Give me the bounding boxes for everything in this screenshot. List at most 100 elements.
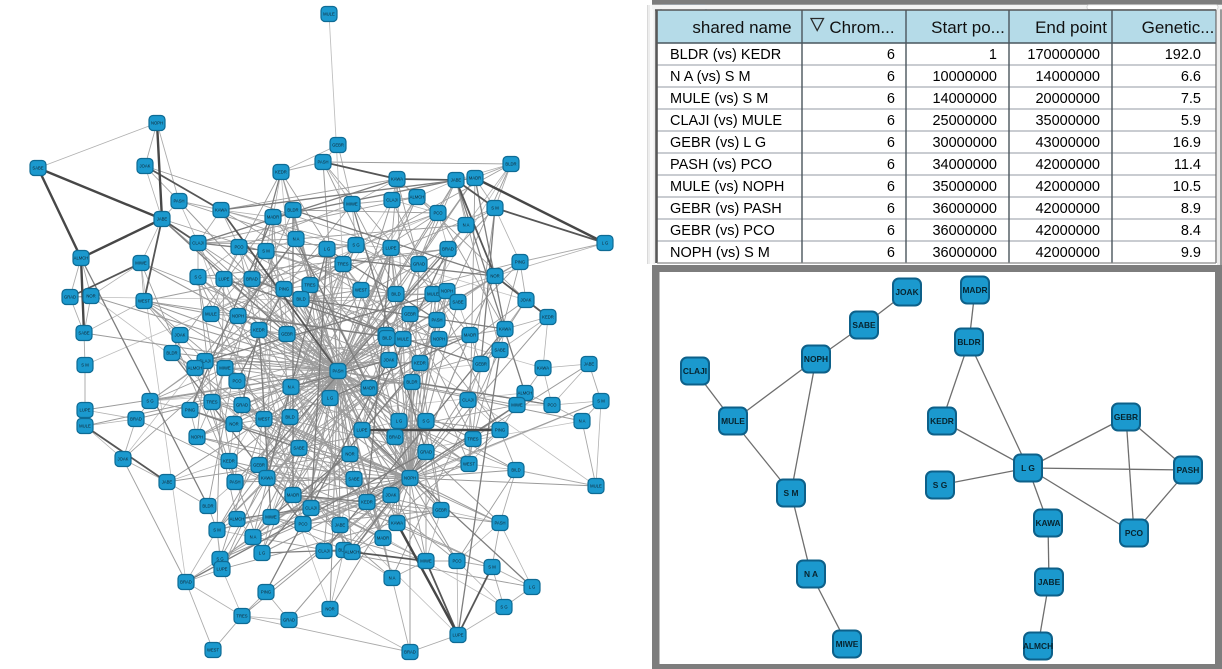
svg-text:JOAK: JOAK xyxy=(386,493,397,498)
svg-text:JOAK: JOAK xyxy=(175,333,186,338)
svg-text:BLDR (vs) KEDR: BLDR (vs) KEDR xyxy=(670,47,781,63)
svg-text:S G: S G xyxy=(194,275,201,280)
svg-text:PASH: PASH xyxy=(317,160,328,165)
svg-text:NOR: NOR xyxy=(86,294,95,299)
svg-text:8.4: 8.4 xyxy=(1181,223,1201,239)
svg-text:35000000: 35000000 xyxy=(932,179,997,195)
svg-text:BILD: BILD xyxy=(296,297,305,302)
svg-text:N A (vs) S M: N A (vs) S M xyxy=(670,69,751,85)
svg-text:MADR: MADR xyxy=(287,493,299,498)
svg-text:PCO: PCO xyxy=(232,379,242,384)
svg-text:CLAJI: CLAJI xyxy=(192,241,203,246)
svg-text:MADR: MADR xyxy=(377,536,389,541)
svg-text:BILD: BILD xyxy=(511,468,520,473)
svg-text:8.9: 8.9 xyxy=(1181,201,1201,217)
svg-text:JABE: JABE xyxy=(1038,577,1061,587)
svg-text:S G: S G xyxy=(146,399,153,404)
svg-text:L G: L G xyxy=(529,585,536,590)
svg-text:S M: S M xyxy=(597,399,605,404)
svg-text:L G: L G xyxy=(1021,463,1035,473)
svg-text:WEST: WEST xyxy=(463,462,476,467)
svg-text:SABE: SABE xyxy=(78,331,89,336)
svg-text:LUPE: LUPE xyxy=(386,246,397,251)
svg-text:ALMCH: ALMCH xyxy=(74,256,89,261)
svg-text:End point: End point xyxy=(1035,18,1107,37)
svg-text:ALMCH: ALMCH xyxy=(345,550,360,555)
svg-text:N A: N A xyxy=(463,223,470,228)
svg-text:KAWA: KAWA xyxy=(261,476,273,481)
svg-text:JABE: JABE xyxy=(157,217,168,222)
svg-text:25000000: 25000000 xyxy=(932,113,997,129)
svg-text:L G: L G xyxy=(602,241,609,246)
svg-text:MADR: MADR xyxy=(469,176,481,181)
svg-text:JOAK: JOAK xyxy=(521,298,532,303)
svg-text:N A: N A xyxy=(293,237,300,242)
svg-text:BLDR: BLDR xyxy=(406,380,417,385)
svg-text:N A: N A xyxy=(804,569,818,579)
svg-text:KAWA: KAWA xyxy=(1035,518,1060,528)
svg-text:JABE: JABE xyxy=(584,362,595,367)
svg-text:N A: N A xyxy=(250,535,257,540)
svg-text:TRES: TRES xyxy=(467,437,478,442)
svg-text:GRAD: GRAD xyxy=(413,262,425,267)
svg-text:43000000: 43000000 xyxy=(1035,135,1100,151)
svg-text:BRAD: BRAD xyxy=(442,247,454,252)
svg-text:42000000: 42000000 xyxy=(1035,223,1100,239)
svg-text:L G: L G xyxy=(259,551,266,556)
svg-text:GEBR: GEBR xyxy=(281,332,293,337)
svg-text:MULE: MULE xyxy=(590,484,602,489)
svg-text:6: 6 xyxy=(887,113,895,129)
svg-text:JABE: JABE xyxy=(335,523,346,528)
svg-text:GEBR (vs) PASH: GEBR (vs) PASH xyxy=(670,201,782,217)
svg-text:ALMCH: ALMCH xyxy=(1023,641,1053,651)
svg-text:JABE: JABE xyxy=(451,178,462,183)
svg-text:BRAD: BRAD xyxy=(130,417,142,422)
svg-text:Start po...: Start po... xyxy=(931,18,1005,37)
svg-text:MULE: MULE xyxy=(79,424,91,429)
svg-text:KAWA: KAWA xyxy=(499,327,511,332)
svg-text:BLDR: BLDR xyxy=(505,162,516,167)
svg-text:9.9: 9.9 xyxy=(1181,245,1201,261)
svg-text:BLDR: BLDR xyxy=(957,337,980,347)
svg-text:KEDR: KEDR xyxy=(542,315,554,320)
svg-text:MIWE: MIWE xyxy=(420,559,432,564)
svg-text:NOPH: NOPH xyxy=(404,476,416,481)
svg-text:6: 6 xyxy=(887,179,895,195)
svg-text:6: 6 xyxy=(887,91,895,107)
svg-text:6: 6 xyxy=(887,47,895,63)
svg-text:L G: L G xyxy=(327,396,334,401)
svg-text:MULE: MULE xyxy=(397,337,409,342)
svg-text:TRES: TRES xyxy=(236,614,247,619)
svg-text:36000000: 36000000 xyxy=(932,245,997,261)
svg-text:NOR: NOR xyxy=(490,274,499,279)
svg-text:MIWE: MIWE xyxy=(346,202,358,207)
svg-text:MULE: MULE xyxy=(427,292,439,297)
svg-text:S M: S M xyxy=(488,565,496,570)
svg-text:MADR: MADR xyxy=(363,386,375,391)
svg-text:42000000: 42000000 xyxy=(1035,201,1100,217)
svg-text:PCO: PCO xyxy=(433,211,443,216)
svg-text:S G: S G xyxy=(500,605,507,610)
svg-text:WEST: WEST xyxy=(355,288,368,293)
svg-text:BLDR: BLDR xyxy=(166,351,177,356)
svg-text:MADR: MADR xyxy=(962,285,987,295)
svg-text:MADR: MADR xyxy=(267,215,279,220)
svg-text:shared name: shared name xyxy=(692,18,791,37)
svg-text:MIWE: MIWE xyxy=(836,639,859,649)
svg-text:KAWA: KAWA xyxy=(537,366,549,371)
svg-text:LUPE: LUPE xyxy=(357,428,368,433)
svg-text:GEBR: GEBR xyxy=(332,143,344,148)
svg-text:SABE: SABE xyxy=(852,320,876,330)
svg-text:34000000: 34000000 xyxy=(932,157,997,173)
svg-text:KAWA: KAWA xyxy=(391,521,403,526)
svg-text:BRAD: BRAD xyxy=(389,435,401,440)
svg-text:L G: L G xyxy=(324,247,331,252)
svg-text:SABE: SABE xyxy=(452,300,463,305)
svg-text:30000000: 30000000 xyxy=(932,135,997,151)
svg-text:GRAD: GRAD xyxy=(64,295,76,300)
svg-text:6.6: 6.6 xyxy=(1181,69,1201,85)
svg-text:NOPH: NOPH xyxy=(441,289,453,294)
svg-text:KEDR: KEDR xyxy=(275,170,287,175)
svg-text:14000000: 14000000 xyxy=(1035,69,1100,85)
svg-text:TRES: TRES xyxy=(304,283,315,288)
